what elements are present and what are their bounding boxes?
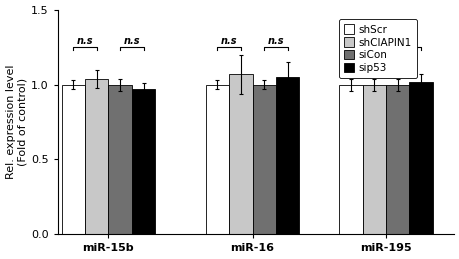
Bar — [132, 89, 155, 234]
Text: n.s: n.s — [77, 36, 93, 46]
Bar — [108, 84, 132, 234]
Text: n.s: n.s — [353, 36, 370, 46]
Bar — [409, 82, 432, 234]
Bar — [385, 84, 409, 234]
Text: n.s: n.s — [267, 36, 284, 46]
Bar — [85, 78, 108, 234]
Legend: shScr, shCIAPIN1, siCon, sip53: shScr, shCIAPIN1, siCon, sip53 — [338, 19, 416, 78]
Bar — [338, 84, 362, 234]
Bar — [362, 84, 385, 234]
Bar — [229, 74, 252, 234]
Bar — [205, 84, 229, 234]
Text: n.s: n.s — [123, 36, 140, 46]
Y-axis label: Rel. expression level
(Fold of control): Rel. expression level (Fold of control) — [6, 65, 27, 179]
Bar — [275, 77, 299, 234]
Text: n.s: n.s — [400, 36, 417, 46]
Text: n.s: n.s — [220, 36, 237, 46]
Bar — [62, 84, 85, 234]
Bar — [252, 84, 275, 234]
